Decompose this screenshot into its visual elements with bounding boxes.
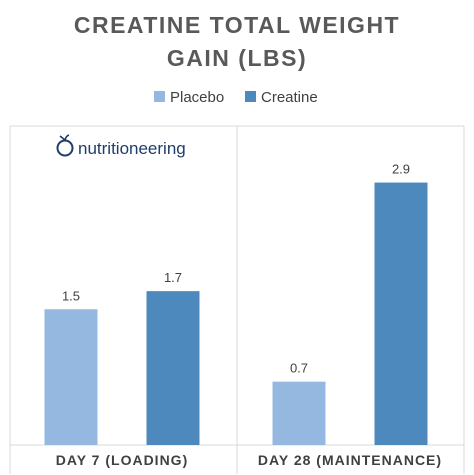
logo: nutritioneering: [56, 134, 186, 158]
data-label-creatine-day7: 1.7: [164, 270, 182, 285]
chart-title-line-1: CREATINE TOTAL WEIGHT: [74, 12, 400, 38]
logo-text: nutritioneering: [78, 139, 186, 158]
data-label-placebo-day28: 0.7: [290, 361, 308, 376]
apple-icon: [56, 134, 74, 157]
category-label-day28: DAY 28 (MAINTENANCE): [258, 452, 442, 468]
data-label-placebo-day7: 1.5: [62, 288, 80, 303]
bar-creatine-day28: [374, 182, 428, 446]
chart-title-line-2: GAIN (LBS): [167, 45, 307, 71]
bar-placebo-day28: [272, 381, 326, 445]
data-label-creatine-day28: 2.9: [392, 162, 410, 177]
legend: Placebo Creatine: [154, 89, 318, 106]
category-label-day7: DAY 7 (LOADING): [56, 452, 188, 468]
legend-swatch-placebo: [154, 91, 165, 102]
legend-label-placebo: Placebo: [170, 89, 224, 106]
legend-swatch-creatine: [245, 91, 256, 102]
legend-label-creatine: Creatine: [261, 89, 318, 106]
bars: 1.5 0.7 1.7 2.9: [44, 162, 428, 446]
bar-creatine-day7: [146, 291, 200, 445]
bar-placebo-day7: [44, 309, 98, 445]
